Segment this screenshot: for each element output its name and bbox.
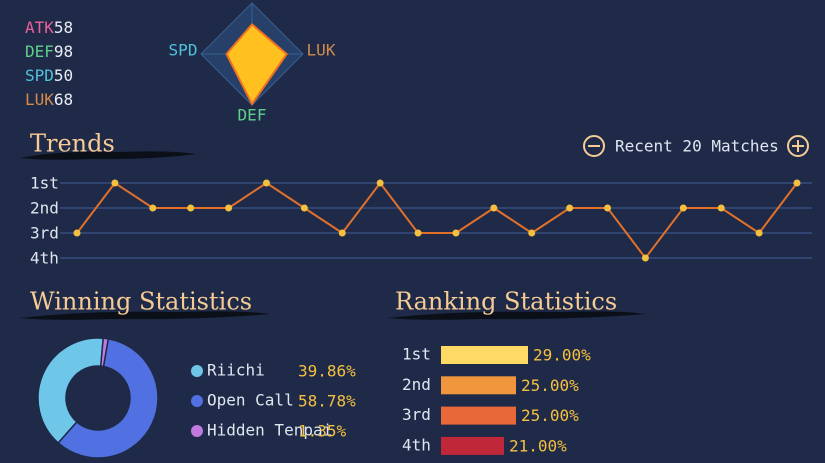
bar [441, 346, 528, 364]
radar-label: LUK [307, 41, 336, 60]
minus-button[interactable] [583, 135, 605, 157]
category-label: 4th [402, 435, 431, 454]
stat-label: DEF98 [25, 42, 73, 61]
trend-point [755, 229, 763, 237]
bar [441, 376, 516, 395]
radar-label: DEF [238, 106, 267, 125]
radar-label: SPD [169, 41, 198, 60]
section-title: Winning Statistics [30, 288, 252, 316]
donut-slice [99, 337, 110, 368]
legend-label: Open Call [207, 391, 294, 410]
category-label: 1st [402, 345, 431, 364]
value-label: 58.78% [298, 392, 356, 411]
trend-point [641, 254, 649, 262]
stat-name: ATK [25, 18, 54, 37]
legend-marker [191, 425, 203, 437]
stat-value: 68 [54, 90, 73, 109]
stat-name: DEF [25, 42, 54, 61]
button-icon [583, 135, 605, 157]
trend-point [679, 204, 687, 212]
trend-point [73, 229, 81, 237]
trend-point [566, 204, 574, 212]
value-label: 25.00% [521, 406, 579, 425]
trend-point [300, 204, 308, 212]
y-tick-label: 3rd [30, 224, 59, 243]
trend-point [149, 204, 157, 212]
trend-point [604, 204, 612, 212]
trend-point [490, 204, 498, 212]
bar [441, 436, 504, 455]
trend-point [414, 229, 422, 237]
trend-point [528, 229, 536, 237]
value-label: 29.00% [533, 346, 591, 365]
donut-slice [57, 338, 159, 459]
bar [441, 406, 516, 425]
trend-point [452, 229, 460, 237]
legend-marker [191, 365, 203, 377]
plus-button[interactable] [787, 135, 809, 157]
value-label: 39.86% [298, 362, 356, 381]
value-label: 1.35% [298, 422, 347, 441]
donut-slice [37, 337, 105, 445]
match-range: Recent 20 Matches [615, 137, 779, 156]
legend-label: Hidden Tenpai [207, 421, 332, 440]
brush-stroke [388, 311, 645, 320]
brush-stroke [20, 151, 196, 160]
stat-name: SPD [25, 66, 54, 85]
legend-label: Riichi [207, 361, 265, 380]
category-label: 3rd [402, 405, 431, 424]
stat-value: 58 [54, 18, 73, 37]
trend-point [793, 179, 801, 187]
stat-label: LUK68 [25, 90, 73, 109]
stat-value: 98 [54, 42, 73, 61]
y-tick-label: 1st [30, 174, 59, 193]
trend-point [225, 204, 233, 212]
category-label: 2nd [402, 375, 431, 394]
button-icon [787, 135, 809, 157]
trend-point [338, 229, 346, 237]
value-label: 25.00% [521, 376, 579, 395]
trend-point [187, 204, 195, 212]
section-title: Trends [30, 130, 115, 158]
trend-point [111, 179, 119, 187]
trend-point [376, 179, 384, 187]
trend-point [262, 179, 270, 187]
trend-line [76, 181, 798, 260]
brush-stroke [20, 311, 270, 320]
y-tick-label: 2nd [30, 199, 59, 218]
radar-area [225, 23, 289, 106]
stat-label: ATK58 [25, 18, 73, 37]
value-label: 21.00% [509, 436, 567, 455]
stat-value: 50 [54, 66, 73, 85]
y-tick-label: 4th [30, 249, 59, 268]
legend-marker [191, 395, 203, 407]
section-title: Ranking Statistics [395, 288, 617, 316]
stat-name: LUK [25, 90, 54, 109]
stat-label: SPD50 [25, 66, 73, 85]
trend-point [717, 204, 725, 212]
